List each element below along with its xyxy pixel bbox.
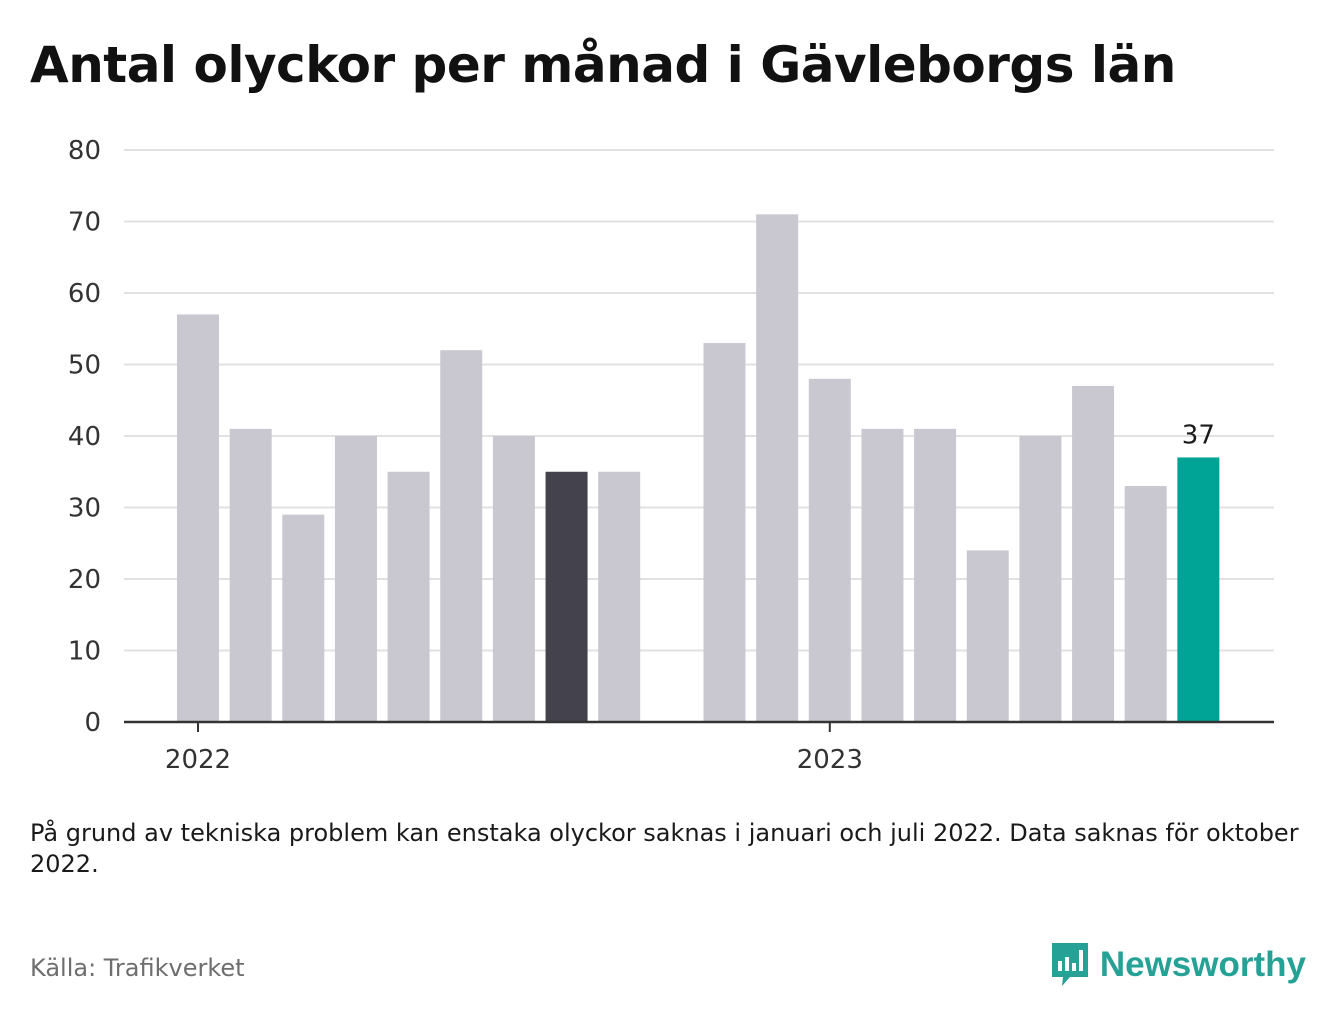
x-tick-label: 2022 <box>165 745 231 775</box>
bar <box>966 550 1009 722</box>
bar <box>1072 385 1115 722</box>
y-tick-label: 0 <box>84 708 101 738</box>
bar <box>229 428 272 722</box>
y-tick-label: 50 <box>68 351 101 381</box>
x-tick-label: 2023 <box>797 745 863 775</box>
bar <box>756 214 799 722</box>
chart-title: Antal olyckor per månad i Gävleborgs län <box>30 36 1176 94</box>
y-tick-label: 40 <box>68 422 101 452</box>
brand-name: Newsworthy <box>1099 945 1306 984</box>
source-credit: Källa: Trafikverket <box>30 954 245 982</box>
bar <box>1124 486 1167 722</box>
bar <box>808 378 851 722</box>
bar-value-labels: 37 <box>1182 420 1215 450</box>
bar <box>282 514 325 722</box>
y-tick-label: 60 <box>68 279 101 309</box>
bar <box>545 471 588 722</box>
bar <box>861 428 904 722</box>
bar <box>703 343 746 722</box>
bar <box>387 471 430 722</box>
bar-chart: 0 10 20 30 40 50 60 70 80 37 2022 2023 <box>68 136 1274 775</box>
y-tick-label: 20 <box>68 565 101 595</box>
bar <box>1177 457 1220 722</box>
bar <box>440 350 483 722</box>
bar-value-label: 37 <box>1182 420 1215 450</box>
bars <box>177 214 1220 722</box>
bar <box>914 428 957 722</box>
y-tick-label: 30 <box>68 494 101 524</box>
bar <box>1019 436 1062 722</box>
brand-logo: Newsworthy <box>1050 940 1306 990</box>
y-tick-label: 80 <box>68 136 101 166</box>
y-tick-label: 70 <box>68 208 101 238</box>
y-axis-ticks: 0 10 20 30 40 50 60 70 80 <box>68 136 101 738</box>
y-tick-label: 10 <box>68 637 101 667</box>
chart-footnote: På grund av tekniska problem kan enstaka… <box>30 819 1299 878</box>
bar <box>334 436 377 722</box>
bar <box>492 436 535 722</box>
x-axis: 2022 2023 <box>124 720 1274 775</box>
bar <box>177 314 219 722</box>
bar <box>598 471 641 722</box>
newsworthy-logo-icon <box>1051 943 1088 986</box>
